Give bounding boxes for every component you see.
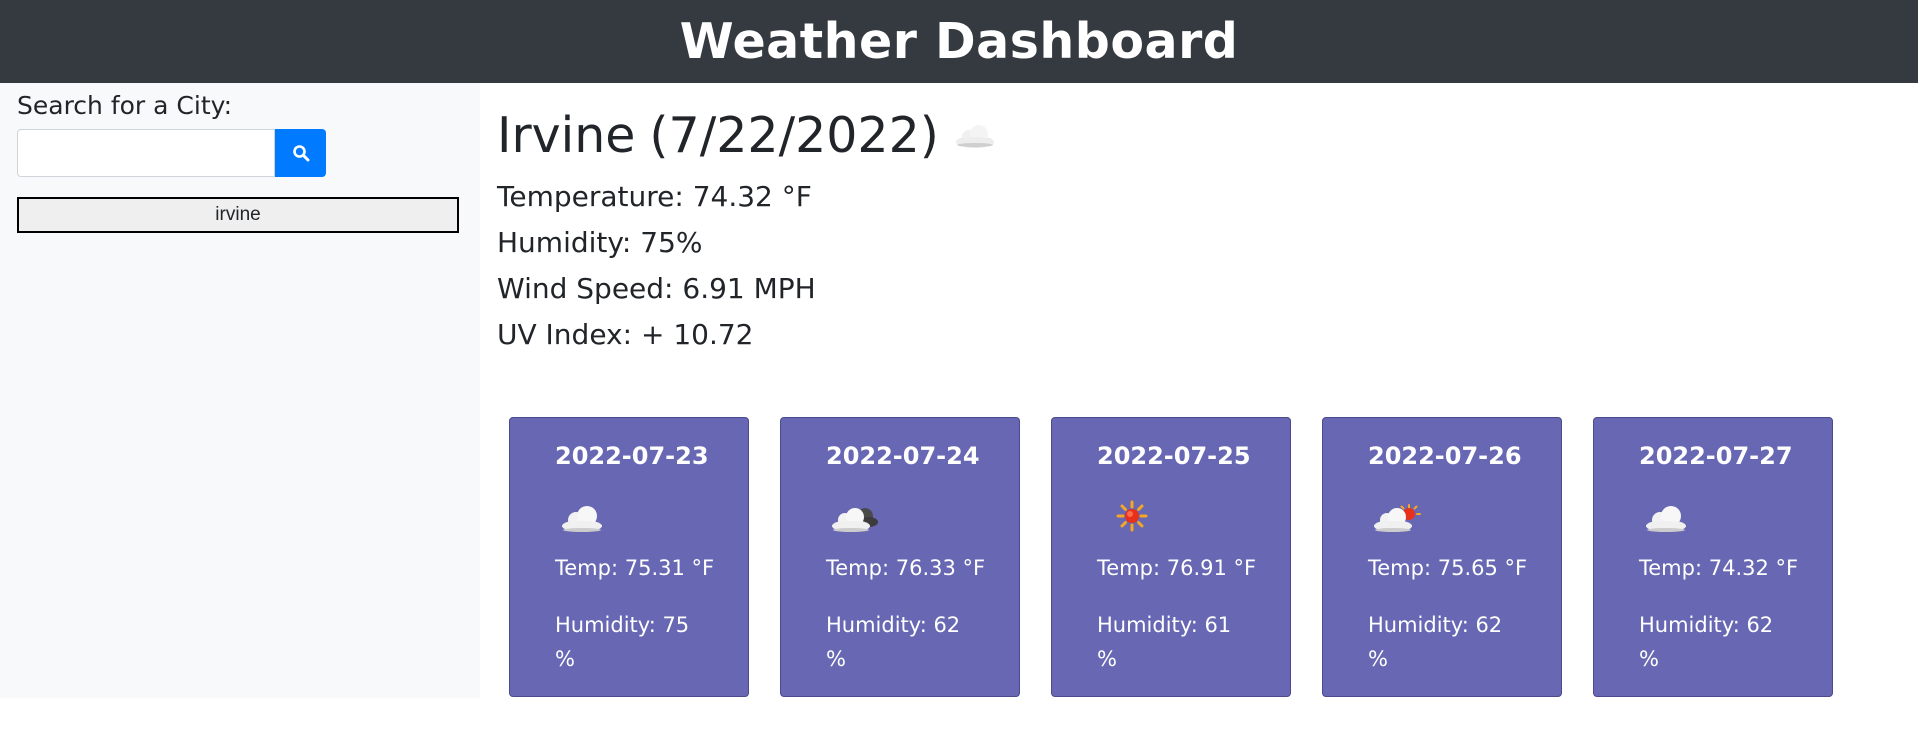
forecast-card: 2022-07-23 Temp: 75.31 °F Humidity: 75 % — [509, 417, 749, 697]
forecast-card: 2022-07-27 Temp: 74.32 °F Humidity: 62 % — [1593, 417, 1833, 697]
current-humidity: Humidity: 75% — [497, 226, 703, 259]
current-city-name: Irvine — [497, 106, 636, 164]
forecast-humidity: Humidity: 62 % — [1368, 613, 1503, 671]
forecast-temp: Temp: 75.65 °F — [1368, 556, 1528, 580]
forecast-date: 2022-07-23 — [555, 442, 709, 470]
cloud-icon — [1646, 506, 1686, 532]
current-city-heading: Irvine (7/22/2022) — [497, 103, 1597, 167]
forecast-temp: Temp: 74.32 °F — [1639, 556, 1799, 580]
app-header: Weather Dashboard — [0, 0, 1918, 83]
sidebar: Search for a City: irvine — [0, 83, 480, 698]
search-label: Search for a City: — [17, 91, 233, 120]
forecast-humidity: Humidity: 62 % — [826, 613, 961, 671]
current-wind-speed: Wind Speed: 6.91 MPH — [497, 272, 816, 305]
forecast-temp: Temp: 75.31 °F — [555, 556, 715, 580]
forecast-temp: Temp: 76.33 °F — [826, 556, 986, 580]
sun-icon — [1116, 500, 1148, 532]
forecast-humidity: Humidity: 75 % — [555, 613, 690, 671]
forecast-humidity: Humidity: 61 % — [1097, 613, 1232, 671]
forecast-card: 2022-07-24 Temp: 76.33 °F Humidity: 62 % — [780, 417, 1020, 697]
cloud-icon — [955, 125, 994, 148]
forecast-card: 2022-07-26 Temp: 75.65 °F Humidity: 62 % — [1322, 417, 1562, 697]
current-temperature: Temperature: 74.32 °F — [497, 180, 812, 213]
forecast-date: 2022-07-27 — [1639, 442, 1793, 470]
current-uv-index: UV Index: + 10.72 — [497, 318, 754, 351]
current-date: (7/22/2022) — [649, 106, 939, 164]
search-button[interactable] — [275, 129, 326, 177]
search-icon — [292, 145, 309, 162]
partly-cloudy-icon — [1374, 504, 1421, 532]
forecast-card: 2022-07-25 Temp: 76.91 °F Humidity: 61 % — [1051, 417, 1291, 697]
cloud-icon — [562, 506, 602, 532]
forecast-humidity: Humidity: 62 % — [1639, 613, 1774, 671]
forecast-date: 2022-07-25 — [1097, 442, 1251, 470]
search-input[interactable] — [17, 129, 275, 177]
forecast-row: 2022-07-23 Temp: 75.31 °F Humidity: 75 %… — [509, 417, 1833, 697]
cloudy-dark-cloud-icon — [832, 508, 878, 532]
forecast-temp: Temp: 76.91 °F — [1097, 556, 1257, 580]
page-title: Weather Dashboard — [679, 13, 1239, 70]
forecast-date: 2022-07-26 — [1368, 442, 1522, 470]
current-weather: Irvine (7/22/2022) Temperature: 74.32 °F… — [497, 103, 1597, 351]
forecast-date: 2022-07-24 — [826, 442, 980, 470]
history-city-button[interactable]: irvine — [17, 197, 459, 233]
